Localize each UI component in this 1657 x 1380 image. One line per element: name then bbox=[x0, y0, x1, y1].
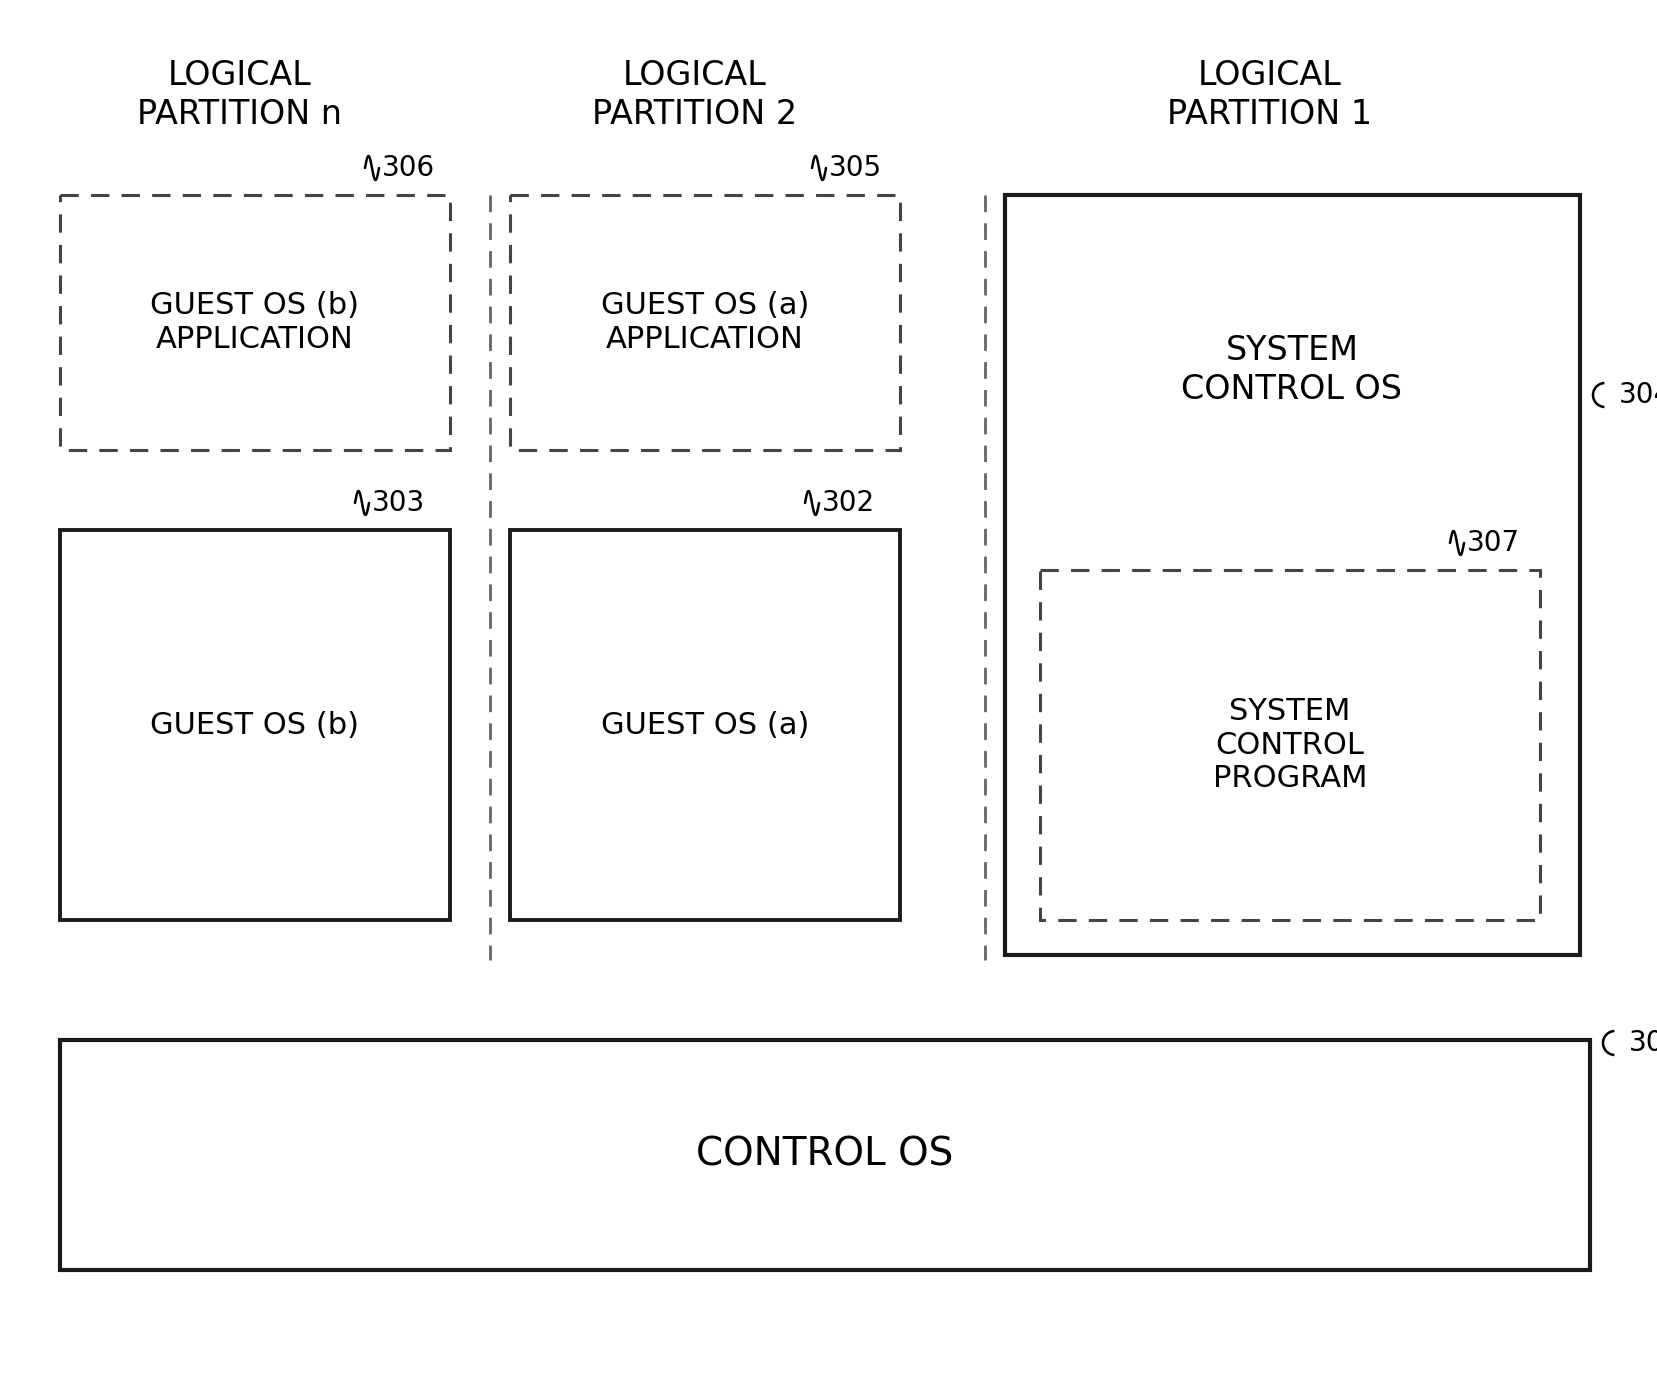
Text: LOGICAL
PARTITION 1: LOGICAL PARTITION 1 bbox=[1167, 59, 1372, 131]
Bar bbox=[60, 1041, 1589, 1270]
Text: LOGICAL
PARTITION n: LOGICAL PARTITION n bbox=[138, 59, 343, 131]
Text: SYSTEM
CONTROL OS: SYSTEM CONTROL OS bbox=[1181, 334, 1402, 406]
Bar bbox=[510, 530, 900, 920]
Bar bbox=[510, 195, 900, 450]
Text: GUEST OS (b): GUEST OS (b) bbox=[151, 711, 360, 740]
Bar bbox=[1004, 195, 1579, 955]
Text: 302: 302 bbox=[822, 489, 875, 518]
Text: CONTROL OS: CONTROL OS bbox=[696, 1136, 953, 1174]
Text: LOGICAL
PARTITION 2: LOGICAL PARTITION 2 bbox=[592, 59, 797, 131]
Text: GUEST OS (b)
APPLICATION: GUEST OS (b) APPLICATION bbox=[151, 291, 360, 353]
Text: 307: 307 bbox=[1466, 529, 1519, 558]
Text: 301: 301 bbox=[1629, 1029, 1657, 1057]
Bar bbox=[1039, 570, 1539, 920]
Text: SYSTEM
CONTROL
PROGRAM: SYSTEM CONTROL PROGRAM bbox=[1211, 697, 1367, 793]
Bar bbox=[60, 195, 449, 450]
Text: GUEST OS (a)
APPLICATION: GUEST OS (a) APPLICATION bbox=[600, 291, 809, 353]
Text: 304: 304 bbox=[1617, 381, 1657, 408]
Text: 306: 306 bbox=[381, 155, 434, 182]
Text: GUEST OS (a): GUEST OS (a) bbox=[600, 711, 809, 740]
Text: 303: 303 bbox=[371, 489, 424, 518]
Bar bbox=[60, 530, 449, 920]
Text: 305: 305 bbox=[828, 155, 882, 182]
